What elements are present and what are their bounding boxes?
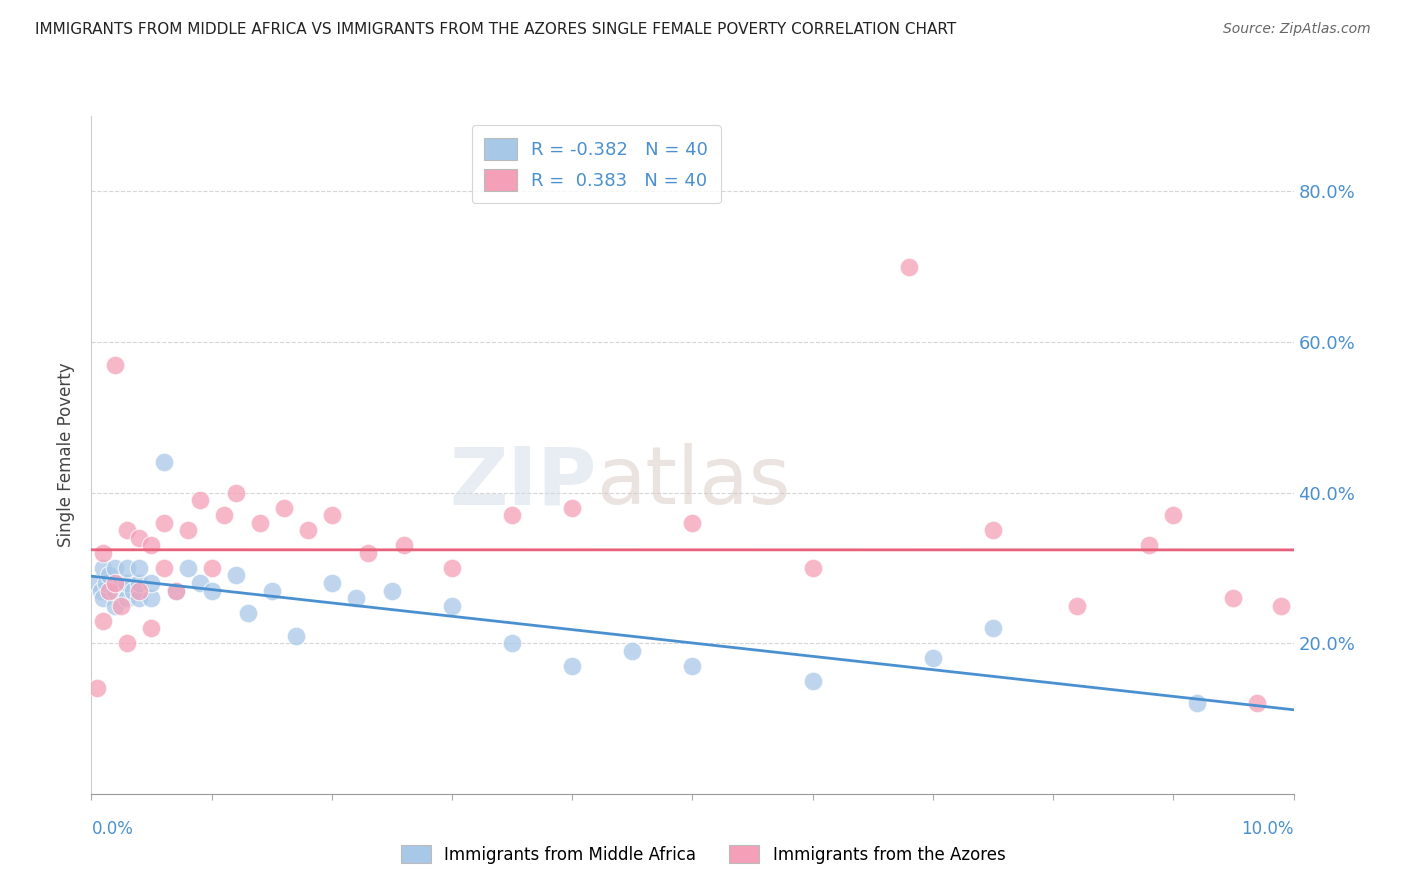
Point (93, 546, 115, 560)
Point (93, 591, 115, 605)
Point (897, 260, 920, 274)
Point (201, 583, 224, 598)
Point (98, 583, 121, 598)
Point (188, 493, 211, 508)
Point (94, 576, 117, 591)
Point (141, 538, 163, 552)
Point (561, 500, 583, 515)
Text: IMMIGRANTS FROM MIDDLE AFRICA VS IMMIGRANTS FROM THE AZORES SINGLE FEMALE POVERT: IMMIGRANTS FROM MIDDLE AFRICA VS IMMIGRA… (35, 22, 956, 37)
Point (104, 358, 127, 372)
Point (117, 636, 139, 650)
Point (981, 523, 1004, 537)
Point (249, 516, 271, 530)
Text: ZIP: ZIP (449, 443, 596, 521)
Point (128, 531, 150, 545)
Point (93, 561, 115, 575)
Point (110, 599, 132, 613)
Point (440, 599, 463, 613)
Point (1246, 697, 1268, 711)
Point (284, 629, 307, 643)
Point (321, 576, 343, 591)
Point (141, 621, 163, 635)
Legend: Immigrants from Middle Africa, Immigrants from the Azores: Immigrants from Middle Africa, Immigrant… (394, 838, 1012, 871)
Point (801, 561, 824, 575)
Point (1222, 591, 1244, 605)
Point (117, 523, 139, 537)
Point (152, 561, 174, 575)
Point (86, 576, 108, 591)
Point (117, 561, 139, 575)
Point (117, 591, 139, 605)
Point (392, 538, 415, 552)
Y-axis label: Single Female Poverty: Single Female Poverty (58, 363, 76, 547)
Point (110, 576, 132, 591)
Point (225, 568, 247, 582)
Point (561, 658, 583, 673)
Point (297, 523, 319, 537)
Point (93, 614, 115, 628)
Legend: R = -0.382   N = 40, R =  0.383   N = 40: R = -0.382 N = 40, R = 0.383 N = 40 (472, 125, 721, 203)
Point (260, 583, 283, 598)
Point (681, 516, 703, 530)
Point (141, 576, 163, 591)
Point (176, 523, 198, 537)
Point (681, 658, 703, 673)
Point (273, 500, 295, 515)
Point (104, 599, 127, 613)
Point (381, 583, 404, 598)
Point (321, 508, 343, 523)
Point (1066, 599, 1088, 613)
Point (86, 681, 108, 696)
Text: atlas: atlas (596, 443, 790, 521)
Point (922, 651, 945, 665)
Point (152, 455, 174, 469)
Point (104, 561, 127, 575)
Point (152, 516, 174, 530)
Point (104, 576, 127, 591)
Point (225, 485, 247, 500)
Point (90, 583, 112, 598)
Point (176, 561, 198, 575)
Point (117, 576, 139, 591)
Point (1161, 508, 1184, 523)
Point (128, 576, 150, 591)
Point (344, 591, 367, 605)
Point (1187, 697, 1209, 711)
Point (357, 546, 380, 560)
Point (501, 636, 523, 650)
Point (104, 583, 127, 598)
Point (141, 591, 163, 605)
Point (128, 591, 150, 605)
Point (801, 673, 824, 688)
Point (165, 583, 187, 598)
Text: 0.0%: 0.0% (91, 820, 134, 838)
Point (165, 583, 187, 598)
Point (212, 508, 235, 523)
Point (501, 508, 523, 523)
Text: Source: ZipAtlas.com: Source: ZipAtlas.com (1223, 22, 1371, 37)
Point (621, 644, 644, 658)
Point (236, 606, 259, 620)
Point (128, 583, 150, 598)
Point (1137, 538, 1160, 552)
Point (98, 568, 121, 582)
Point (440, 561, 463, 575)
Point (122, 583, 145, 598)
Point (1270, 599, 1292, 613)
Point (201, 561, 224, 575)
Point (981, 621, 1004, 635)
Text: 10.0%: 10.0% (1241, 820, 1294, 838)
Point (188, 576, 211, 591)
Point (128, 561, 150, 575)
